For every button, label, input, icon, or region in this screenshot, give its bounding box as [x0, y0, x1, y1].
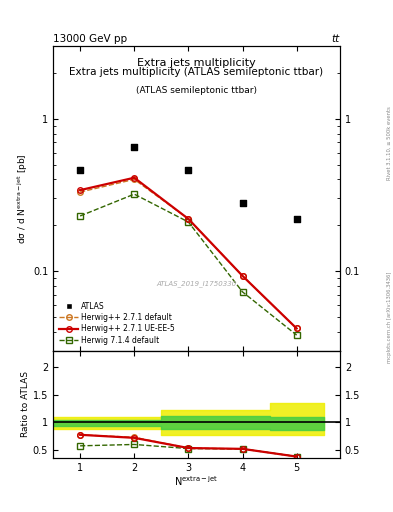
- Point: [77, 166, 83, 174]
- Point: [294, 215, 300, 223]
- Text: Rivet 3.1.10, ≥ 500k events: Rivet 3.1.10, ≥ 500k events: [387, 106, 392, 180]
- Text: 13000 GeV pp: 13000 GeV pp: [53, 33, 127, 44]
- Legend: ATLAS, Herwig++ 2.7.1 default, Herwig++ 2.7.1 UE-EE-5, Herwig 7.1.4 default: ATLAS, Herwig++ 2.7.1 default, Herwig++ …: [57, 300, 177, 347]
- Text: ATLAS_2019_I1750330: ATLAS_2019_I1750330: [156, 281, 237, 287]
- Text: mcplots.cern.ch [arXiv:1306.3436]: mcplots.cern.ch [arXiv:1306.3436]: [387, 272, 392, 363]
- X-axis label: N$^{\mathrm{extra-jet}}$: N$^{\mathrm{extra-jet}}$: [174, 475, 219, 488]
- Text: Extra jets multiplicity (ATLAS semileptonic ttbar): Extra jets multiplicity (ATLAS semilepto…: [70, 68, 323, 77]
- Text: tt: tt: [332, 33, 340, 44]
- Point: [239, 199, 246, 207]
- Point: [131, 143, 138, 152]
- Text: (ATLAS semileptonic ttbar): (ATLAS semileptonic ttbar): [136, 86, 257, 95]
- Y-axis label: Ratio to ATLAS: Ratio to ATLAS: [21, 372, 30, 437]
- Y-axis label: dσ / d N$^{\mathrm{extra-jet}}$ [pb]: dσ / d N$^{\mathrm{extra-jet}}$ [pb]: [16, 153, 30, 244]
- Point: [185, 166, 191, 174]
- Text: Extra jets multiplicity: Extra jets multiplicity: [137, 58, 256, 68]
